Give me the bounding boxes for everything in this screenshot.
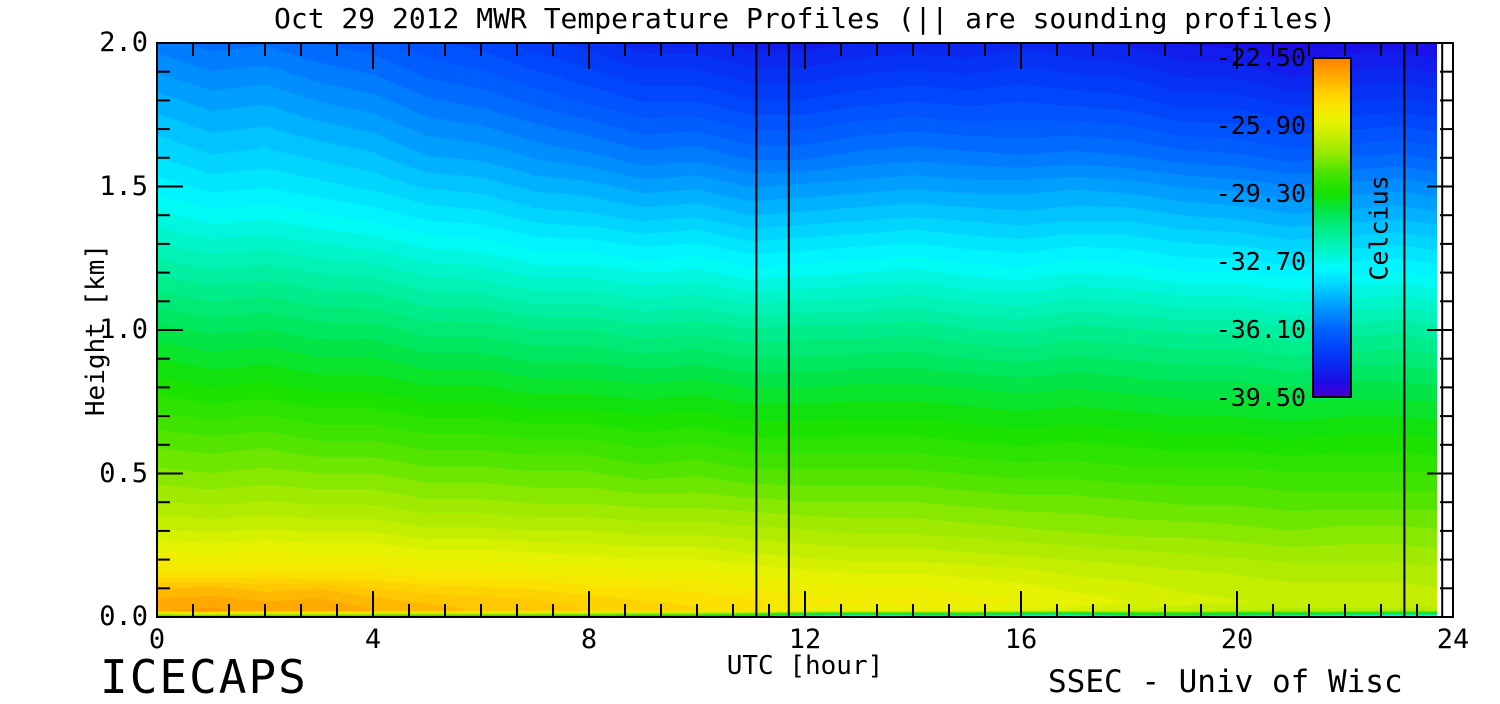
colorbar-tick-label: -25.90 (1215, 111, 1306, 140)
y-tick-label: 2.0 (99, 27, 148, 58)
y-tick-label: 1.5 (99, 170, 148, 202)
x-axis-title: UTC [hour] (726, 651, 884, 681)
y-tick-label: 1.0 (99, 314, 148, 345)
x-tick-label: 20 (1220, 624, 1254, 655)
x-tick-label: 16 (1004, 624, 1038, 655)
colorbar-tick-label: -36.10 (1215, 315, 1306, 344)
colorbar-tick-label: -29.30 (1215, 179, 1306, 208)
colorbar (1312, 57, 1352, 398)
x-tick-label: 24 (1436, 624, 1470, 655)
colorbar-tick-label: -22.50 (1215, 43, 1306, 72)
x-tick-label: 8 (580, 624, 598, 655)
y-tick-label: 0.5 (99, 457, 148, 489)
y-tick-label: 0.0 (99, 601, 148, 632)
colorbar-title: Celcius (1364, 175, 1394, 281)
project-label: ICECAPS (100, 650, 308, 704)
credit-label: SSEC - Univ of Wisc (1048, 664, 1403, 700)
x-tick-label: 4 (364, 624, 382, 655)
plot-title: Oct 29 2012 MWR Temperature Profiles (||… (273, 2, 1337, 35)
x-tick-label: 12 (788, 624, 822, 655)
temperature-contour-field (157, 43, 1437, 617)
plot-frame (156, 42, 1454, 618)
y-axis-title: Height [km] (81, 243, 111, 417)
colorbar-tick-label: -32.70 (1215, 247, 1306, 276)
colorbar-tick-label: -39.50 (1215, 383, 1306, 412)
x-tick-label: 0 (148, 624, 166, 655)
